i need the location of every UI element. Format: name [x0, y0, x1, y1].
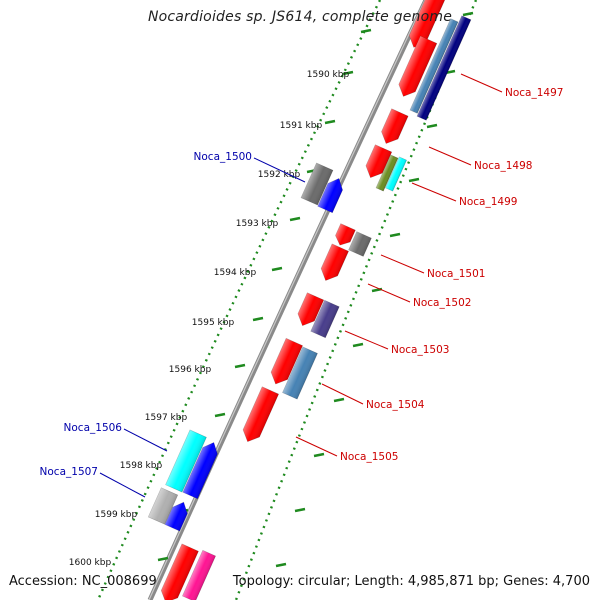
- gene-noca-1506[interactable]: [165, 429, 207, 493]
- gene-labels: Noca_1497 Noca_1498 Noca_1499 Noca_1501 Noca…: [40, 73, 563, 498]
- gene-label[interactable]: Noca_1504: [366, 399, 425, 411]
- gene-label[interactable]: Noca_1506: [64, 422, 123, 434]
- tick-mark: [313, 452, 325, 458]
- map-title: Nocardioides sp. JS614, complete genome: [147, 9, 453, 25]
- gene-noca-1502[interactable]: [317, 243, 349, 284]
- tick-mark: [214, 412, 226, 418]
- gene-label[interactable]: Noca_1500: [194, 151, 252, 163]
- genome-backbone: [147, 0, 429, 600]
- tick-mark: [360, 28, 372, 34]
- leader-line: [321, 383, 364, 405]
- gene-noca-1506-b[interactable]: [182, 439, 221, 500]
- gene-label[interactable]: Noca_1501: [427, 268, 485, 280]
- genome-summary-text: Topology: circular; Length: 4,985,871 bp…: [232, 574, 590, 589]
- tick-mark: [408, 177, 420, 183]
- gene-label[interactable]: Noca_1505: [340, 451, 398, 463]
- gene-noca-1499-b[interactable]: [385, 156, 407, 192]
- gene-label[interactable]: Noca_1499: [459, 196, 517, 208]
- inner-tick-ring: [96, 0, 382, 600]
- tick-label: 1590 kbp: [307, 70, 350, 80]
- tick-mark: [275, 562, 287, 568]
- gene-noca-1499[interactable]: [375, 154, 399, 192]
- gene-noca-1507-a[interactable]: [147, 487, 179, 525]
- tick-mark: [333, 397, 345, 403]
- gene-noca-1497-track[interactable]: [416, 15, 472, 121]
- gene-noca-1500-a[interactable]: [300, 162, 334, 206]
- gene-noca-1503-a[interactable]: [294, 292, 325, 330]
- gene-noca-1509[interactable]: [182, 549, 216, 600]
- tick-mark: [234, 363, 246, 369]
- accession-text: Accession: NC_008699: [9, 574, 157, 589]
- gene-noca-1498[interactable]: [362, 144, 393, 182]
- gene-noca-1500[interactable]: [317, 175, 346, 214]
- gene-noca-1508[interactable]: [158, 543, 199, 600]
- leader-line: [123, 428, 168, 452]
- leader-line: [253, 157, 306, 183]
- tick-label: 1592 kbp: [258, 170, 301, 180]
- tick-mark: [289, 216, 301, 222]
- gene-noca-1501-a[interactable]: [333, 223, 356, 249]
- gene-label[interactable]: Noca_1502: [413, 297, 471, 309]
- tick-mark: [426, 123, 438, 129]
- gene-label[interactable]: Noca_1497: [505, 87, 563, 99]
- tick-label: 1595 kbp: [192, 318, 235, 328]
- tick-label: 1591 kbp: [280, 121, 323, 131]
- tick-mark: [389, 232, 401, 238]
- gene-noca-1503[interactable]: [310, 299, 340, 339]
- leader-line: [295, 436, 338, 457]
- tick-mark: [294, 507, 306, 513]
- leader-line: [460, 73, 503, 93]
- tick-mark: [271, 266, 283, 272]
- gene-features: [147, 0, 472, 600]
- tick-mark: [324, 119, 336, 125]
- gene-noca-1504-a[interactable]: [267, 337, 303, 387]
- gene-noca-1497-band[interactable]: [409, 18, 459, 114]
- tick-mark: [342, 70, 354, 76]
- gene-noca-1507[interactable]: [164, 499, 191, 532]
- tick-label: 1600 kbp: [69, 558, 112, 568]
- tick-mark: [462, 11, 474, 17]
- gene-noca-1505[interactable]: [239, 386, 280, 445]
- gene-noca-1498-a[interactable]: [378, 108, 409, 147]
- leader-line: [428, 146, 472, 166]
- leader-line: [411, 182, 457, 202]
- leader-line: [380, 254, 425, 274]
- leader-line: [344, 330, 389, 350]
- gene-label[interactable]: Noca_1507: [40, 466, 98, 478]
- genome-backbone-highlight: [148, 0, 426, 600]
- scale-ticks: 1590 kbp 1591 kbp 1592 kbp 1593 kbp 1594 kbp…: [69, 11, 474, 568]
- leader-line: [367, 283, 411, 303]
- tick-label: 1593 kbp: [236, 219, 279, 229]
- gene-label[interactable]: Noca_1498: [474, 160, 532, 172]
- tick-mark: [352, 342, 364, 348]
- tick-label: 1597 kbp: [145, 413, 188, 423]
- tick-label: 1594 kbp: [214, 268, 257, 278]
- gene-label[interactable]: Noca_1503: [391, 344, 449, 356]
- tick-mark: [157, 556, 169, 562]
- gene-noca-1501[interactable]: [348, 231, 372, 257]
- tick-label: 1596 kbp: [169, 365, 212, 375]
- tick-mark: [252, 316, 264, 322]
- gene-noca-1497[interactable]: [395, 35, 438, 100]
- tick-label: 1598 kbp: [120, 461, 163, 471]
- leader-line: [99, 472, 146, 498]
- tick-label: 1599 kbp: [95, 510, 138, 520]
- gene-noca-1504[interactable]: [282, 346, 318, 400]
